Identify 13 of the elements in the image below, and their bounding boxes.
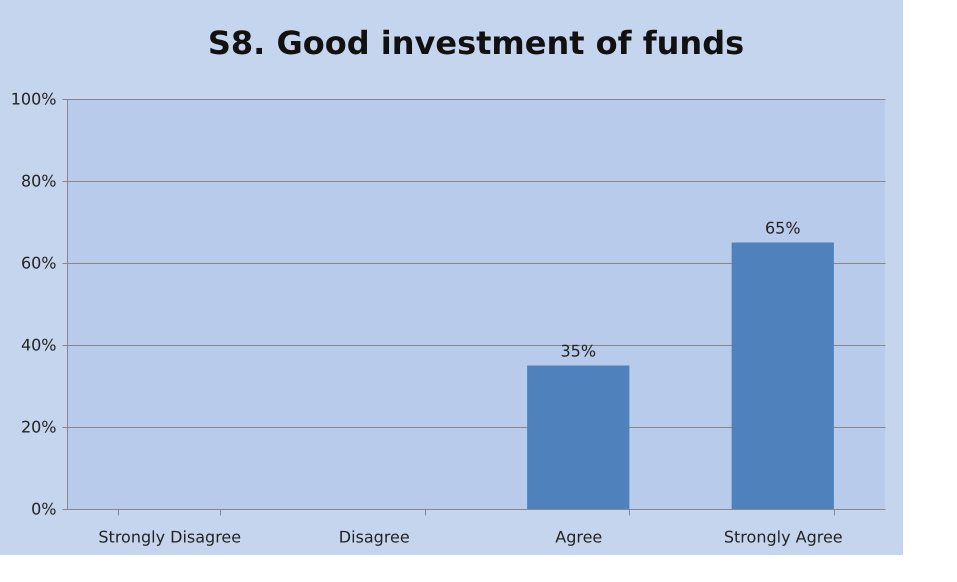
data-label: 65% <box>764 218 801 238</box>
y-tick-label: 40% <box>20 336 56 354</box>
x-tick-label: Strongly Agree <box>724 528 843 546</box>
x-tick-label: Agree <box>555 528 602 546</box>
x-tick-label: Disagree <box>338 528 410 546</box>
y-tick-label: 20% <box>20 418 56 436</box>
chart-title: S8. Good investment of funds <box>208 24 744 62</box>
y-tick-label: 0% <box>31 500 56 518</box>
data-label: 35% <box>560 342 596 360</box>
x-tick-label: Strongly Disagree <box>98 528 242 546</box>
y-tick-label: 100% <box>10 90 56 108</box>
y-tick-label: 60% <box>20 254 56 272</box>
y-tick-label: 80% <box>20 172 56 190</box>
